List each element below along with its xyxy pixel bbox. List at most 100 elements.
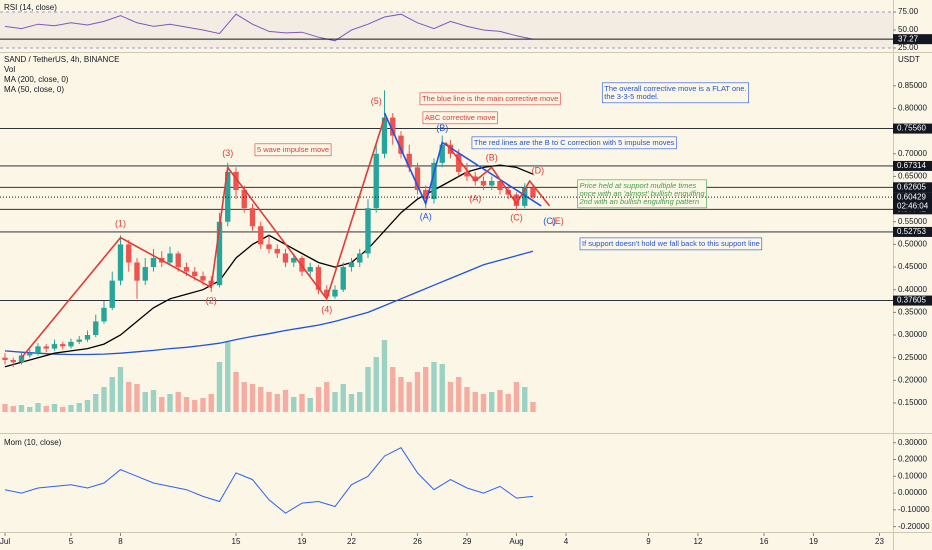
level-label: 0.75560 xyxy=(897,124,926,133)
y-tick-label: 0.70000 xyxy=(898,149,927,158)
candle-body xyxy=(348,262,355,268)
annotation-text: If support doesn't hold we fall back to … xyxy=(582,239,760,248)
x-tick-label: 29 xyxy=(463,537,472,546)
candle-body xyxy=(60,344,66,347)
annotation-box: ABC corrective move xyxy=(422,111,498,125)
y-tick-label: 0.30000 xyxy=(898,330,927,339)
annotation-border xyxy=(471,136,677,150)
y-tick-label: 0.85000 xyxy=(898,81,927,90)
candle-body xyxy=(183,267,190,272)
annotation-border xyxy=(419,92,561,106)
volume-bar xyxy=(324,382,330,412)
y-tick-label: 75.00 xyxy=(898,7,919,16)
candle-body xyxy=(117,244,124,281)
wave-label: (A) xyxy=(469,193,481,203)
candle-body xyxy=(192,271,198,277)
volume-bar xyxy=(439,364,445,412)
annotation-border xyxy=(254,143,332,157)
last-value-label: 37.27 xyxy=(898,34,919,43)
level-label-box xyxy=(893,295,932,306)
moving-average-line xyxy=(4,250,534,356)
candle-body xyxy=(414,167,421,191)
candle-body xyxy=(357,253,363,263)
y-tick-label: 0.15000 xyxy=(898,398,927,407)
annotation-text: The overall corrective move is a FLAT on… xyxy=(604,84,746,93)
candle-body xyxy=(381,117,388,154)
y-tick-label: 0.55000 xyxy=(898,217,927,226)
candle-body xyxy=(101,307,107,322)
level-label: 0.52753 xyxy=(897,227,926,236)
candle-body xyxy=(241,190,247,209)
candle-body xyxy=(291,257,297,263)
volume-bar xyxy=(522,387,528,412)
level-label-box xyxy=(893,160,932,171)
volume-bar xyxy=(43,406,49,412)
candle-body xyxy=(472,176,478,181)
candle-body xyxy=(167,253,173,263)
candle-body xyxy=(84,335,91,340)
candle-body xyxy=(522,187,528,206)
candle-body xyxy=(76,339,82,342)
volume-bar xyxy=(10,406,16,412)
candle-body xyxy=(423,190,429,200)
candle-body xyxy=(480,180,487,186)
candle-body xyxy=(282,253,289,263)
volume-bar xyxy=(126,382,132,412)
annotation-box: The blue line is the main corrective mov… xyxy=(419,92,561,106)
volume-bar xyxy=(258,387,264,412)
countdown: 02:46:04 xyxy=(897,201,929,210)
volume-bar xyxy=(307,398,313,412)
candle-body xyxy=(315,267,322,290)
candle-body xyxy=(456,153,462,172)
y-tick-label: 0.45000 xyxy=(898,262,927,271)
volume-bar xyxy=(76,403,82,412)
chart-title: SAND / TetherUS, 4h, BINANCE xyxy=(4,55,119,64)
candle-body xyxy=(68,341,74,347)
legend-entry: Vol xyxy=(4,65,15,74)
candle-body xyxy=(27,353,33,356)
last-value-box xyxy=(893,34,932,45)
annotation-text: 5 wave impulse move xyxy=(257,145,329,154)
y-tick-label: 0.50000 xyxy=(898,240,927,249)
volume-bar xyxy=(274,394,280,412)
legend-entry: MA (200, close, 0) xyxy=(4,75,69,84)
rsi-band xyxy=(0,12,893,48)
candle-body xyxy=(266,244,272,249)
volume-bar xyxy=(84,400,91,412)
y-tick-label: -0.10000 xyxy=(898,505,930,514)
annotation-text: Price held at support multiple times xyxy=(580,181,697,190)
x-tick-label: 23 xyxy=(875,537,884,546)
volume-bar xyxy=(464,387,470,412)
level-label: 0.67314 xyxy=(897,161,926,170)
candle-body xyxy=(398,135,404,154)
wave-label: (B) xyxy=(486,153,498,163)
volume-bar xyxy=(18,405,25,412)
x-tick-label: 16 xyxy=(760,537,769,546)
pane-title: Mom (10, close) xyxy=(4,438,62,447)
volume-bar xyxy=(357,392,363,412)
indicator-line xyxy=(4,447,534,514)
volume-bar xyxy=(530,402,536,412)
volume-bar xyxy=(291,397,297,412)
annotation-border xyxy=(577,179,707,209)
volume-bar xyxy=(513,382,520,412)
volume-bar xyxy=(282,390,289,412)
wave-drawing xyxy=(444,142,551,207)
candle-body xyxy=(497,180,503,191)
candle-body xyxy=(431,162,437,200)
volume-bar xyxy=(167,394,173,412)
annotation-box: 5 wave impulse move xyxy=(254,143,332,157)
volume-bar xyxy=(142,392,148,412)
wave-drawing xyxy=(383,112,542,207)
volume-bar xyxy=(27,407,33,412)
annotation-box: The red lines are the B to C correction … xyxy=(471,136,677,150)
x-tick-label: 4 xyxy=(564,537,569,546)
y-tick-label: 0.30000 xyxy=(898,438,927,447)
candle-body xyxy=(225,171,231,222)
candle-body xyxy=(274,248,280,254)
volume-bar xyxy=(101,387,107,412)
annotation-border xyxy=(579,237,763,251)
volume-bar xyxy=(431,362,437,412)
